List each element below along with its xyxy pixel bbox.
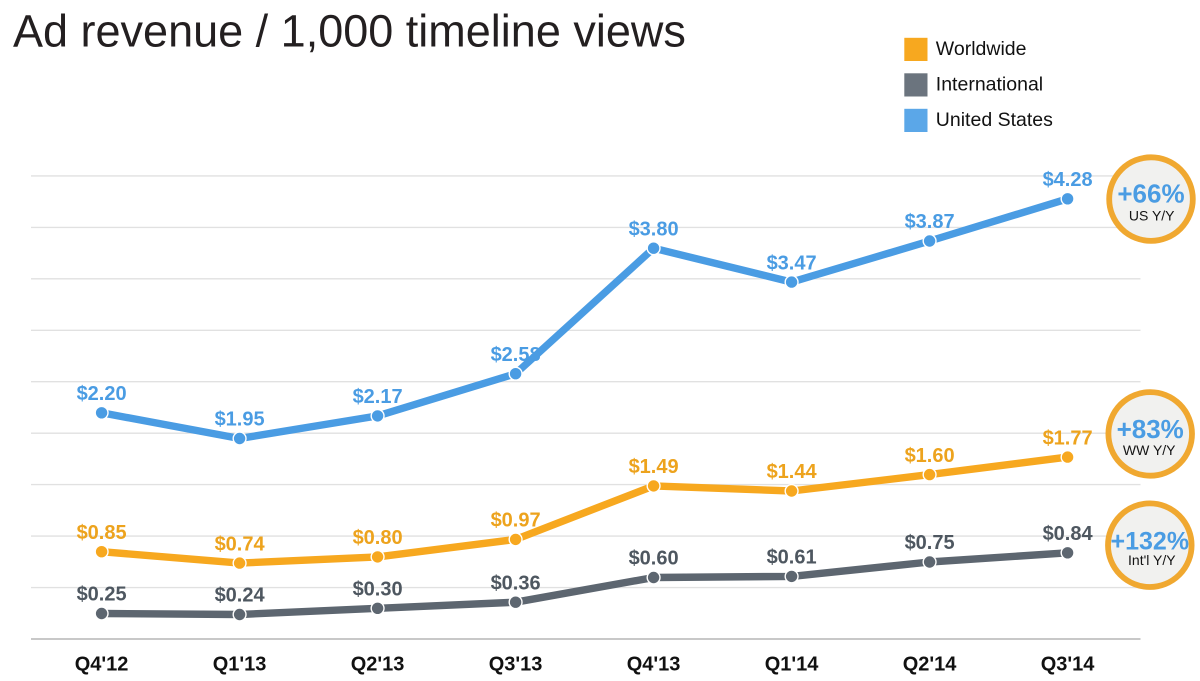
- svg-text:Q1'14: Q1'14: [765, 654, 820, 676]
- svg-text:WW Y/Y: WW Y/Y: [1123, 442, 1176, 458]
- svg-text:$0.25: $0.25: [77, 584, 127, 606]
- svg-text:US Y/Y: US Y/Y: [1129, 208, 1175, 224]
- svg-text:+66%: +66%: [1117, 178, 1184, 208]
- svg-text:$0.85: $0.85: [77, 522, 127, 544]
- svg-text:Q3'14: Q3'14: [1041, 654, 1096, 676]
- svg-text:$1.44: $1.44: [767, 461, 818, 483]
- svg-text:$1.60: $1.60: [905, 445, 955, 467]
- svg-text:$0.84: $0.84: [1043, 523, 1094, 545]
- svg-text:Ad revenue / 1,000 timeline vi: Ad revenue / 1,000 timeline views: [13, 5, 686, 56]
- svg-text:$0.97: $0.97: [491, 510, 541, 532]
- svg-text:Q2'13: Q2'13: [351, 654, 405, 676]
- svg-text:Q4'13: Q4'13: [627, 654, 681, 676]
- svg-text:Q2'14: Q2'14: [903, 654, 958, 676]
- svg-text:$4.28: $4.28: [1043, 169, 1093, 191]
- svg-text:$0.24: $0.24: [215, 585, 266, 607]
- svg-text:$0.74: $0.74: [215, 533, 266, 555]
- svg-text:Q1'13: Q1'13: [213, 654, 267, 676]
- svg-text:$3.87: $3.87: [905, 211, 955, 233]
- svg-text:United States: United States: [936, 109, 1053, 131]
- svg-text:$3.47: $3.47: [767, 252, 817, 274]
- svg-text:International: International: [936, 73, 1043, 95]
- svg-text:$0.30: $0.30: [353, 579, 403, 601]
- svg-text:+83%: +83%: [1117, 414, 1184, 444]
- svg-text:$1.77: $1.77: [1043, 427, 1093, 449]
- svg-text:$1.49: $1.49: [629, 456, 679, 478]
- svg-text:Q4'12: Q4'12: [75, 654, 129, 676]
- svg-text:$0.60: $0.60: [629, 548, 679, 570]
- svg-text:$2.17: $2.17: [353, 386, 403, 408]
- svg-text:$0.61: $0.61: [767, 547, 817, 569]
- svg-text:$3.80: $3.80: [629, 218, 679, 240]
- svg-text:+132%: +132%: [1111, 527, 1190, 555]
- svg-text:$2.20: $2.20: [77, 383, 127, 405]
- svg-text:$0.36: $0.36: [491, 572, 541, 594]
- svg-text:Int'l Y/Y: Int'l Y/Y: [1128, 552, 1176, 568]
- svg-text:$0.80: $0.80: [353, 527, 403, 549]
- svg-text:$0.75: $0.75: [905, 532, 955, 554]
- svg-text:Q3'13: Q3'13: [489, 654, 543, 676]
- svg-text:$1.95: $1.95: [215, 409, 265, 431]
- svg-text:Worldwide: Worldwide: [936, 38, 1027, 60]
